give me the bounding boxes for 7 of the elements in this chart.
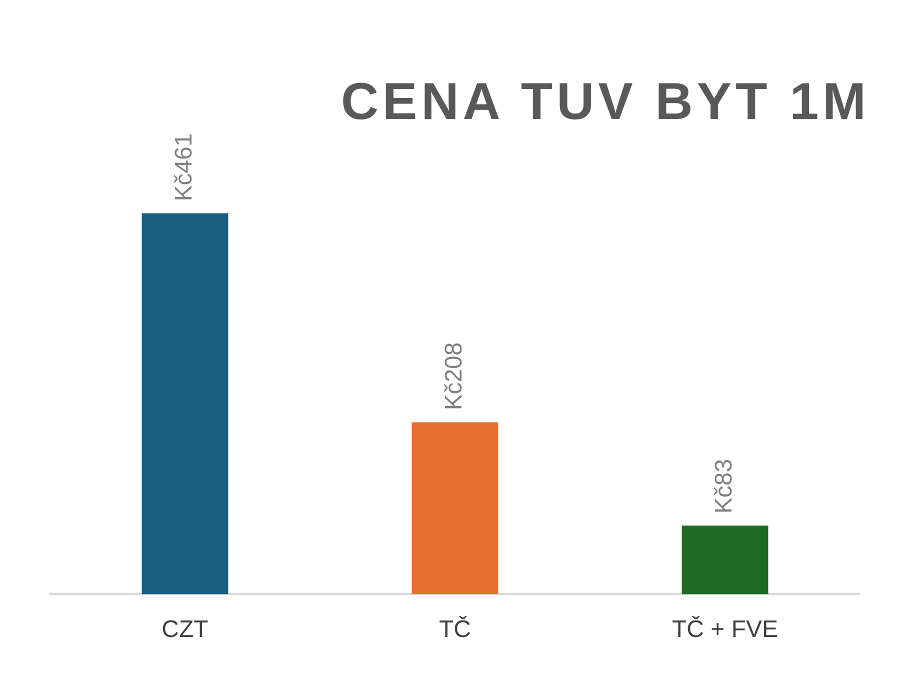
x-tick-label: CZT bbox=[162, 616, 209, 644]
chart-title: CENA TUV BYT 1M bbox=[340, 72, 870, 132]
data-label: Kč83 bbox=[710, 458, 738, 514]
x-tick-label: TČ + FVE bbox=[672, 616, 778, 644]
x-tick-label: TČ bbox=[439, 616, 471, 644]
data-label: Kč461 bbox=[170, 133, 198, 202]
data-label: Kč208 bbox=[440, 342, 468, 410]
